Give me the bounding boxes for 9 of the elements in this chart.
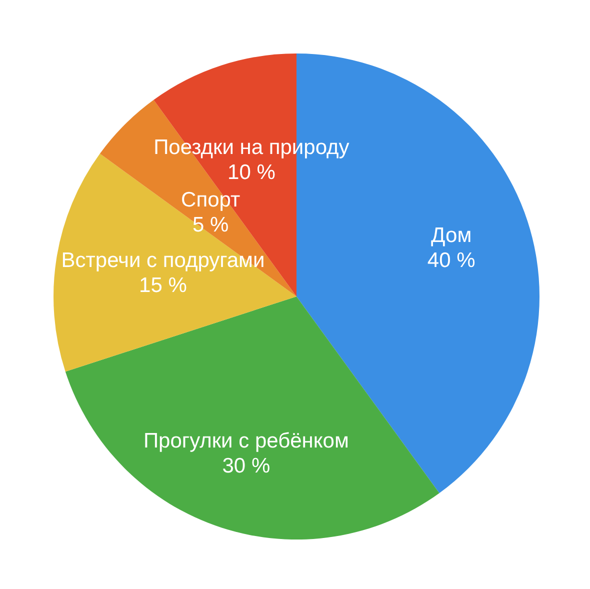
slice-label: Встречи с подругами: [61, 249, 265, 272]
data-label: 10 %: [228, 160, 276, 184]
slice-label: Спорт: [181, 188, 240, 212]
slice-label: Дом: [431, 224, 472, 248]
slice-label: Прогулки с ребёнком: [143, 429, 349, 452]
data-label: 40 %: [427, 249, 476, 272]
data-label: 30 %: [222, 454, 270, 478]
data-label: 5 %: [192, 214, 229, 237]
data-label: 15 %: [139, 274, 187, 298]
